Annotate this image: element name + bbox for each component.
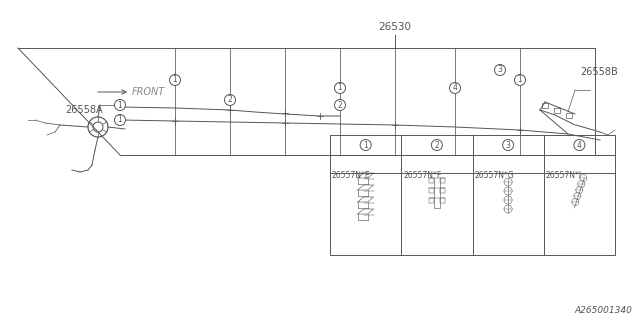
Circle shape (225, 94, 236, 106)
Circle shape (574, 140, 585, 150)
Bar (542, 103, 548, 108)
Circle shape (495, 65, 506, 76)
Text: 3: 3 (497, 66, 502, 75)
Bar (566, 113, 572, 118)
Text: 26557N*E: 26557N*E (332, 171, 371, 180)
Circle shape (335, 100, 346, 110)
Circle shape (170, 75, 180, 85)
Text: 26558B: 26558B (580, 67, 618, 77)
Bar (440, 188, 445, 193)
Bar (429, 188, 434, 193)
Circle shape (502, 140, 514, 150)
Text: 26530: 26530 (378, 22, 412, 32)
Circle shape (115, 115, 125, 125)
Text: 3: 3 (506, 140, 511, 149)
Text: 1: 1 (118, 116, 122, 124)
Text: 2: 2 (338, 100, 342, 109)
Text: 4: 4 (452, 84, 458, 92)
Text: 1: 1 (118, 100, 122, 109)
Text: FRONT: FRONT (132, 87, 165, 97)
Text: 26557N*G: 26557N*G (474, 171, 515, 180)
Bar (429, 178, 434, 183)
Text: 1: 1 (173, 76, 177, 84)
Text: 1: 1 (518, 76, 522, 84)
Text: 26558A: 26558A (65, 105, 102, 115)
Text: 2: 2 (228, 95, 232, 105)
Circle shape (449, 83, 461, 93)
Circle shape (431, 140, 442, 150)
Circle shape (515, 75, 525, 85)
Text: A265001340: A265001340 (574, 306, 632, 315)
Circle shape (335, 83, 346, 93)
Circle shape (115, 100, 125, 110)
Bar (554, 108, 560, 113)
Text: 1: 1 (338, 84, 342, 92)
Bar (440, 178, 445, 183)
Text: 26557N*I: 26557N*I (546, 171, 582, 180)
Text: 1: 1 (364, 140, 368, 149)
Text: 4: 4 (577, 140, 582, 149)
Text: 26557N*F: 26557N*F (403, 171, 442, 180)
Circle shape (360, 140, 371, 150)
Bar (330, 135, 615, 255)
Bar (429, 198, 434, 203)
Text: 2: 2 (435, 140, 439, 149)
Bar (440, 198, 445, 203)
